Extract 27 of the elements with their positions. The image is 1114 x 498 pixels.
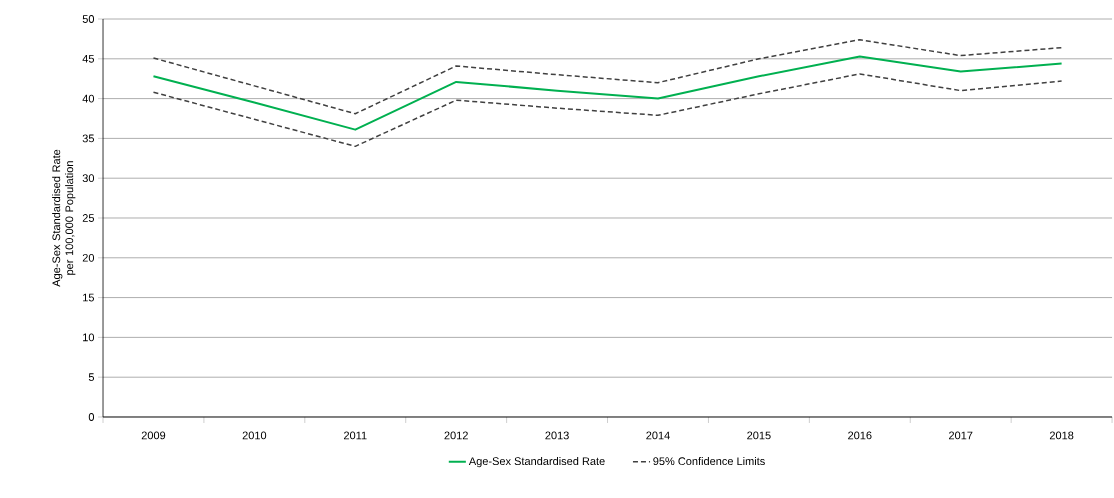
y-tick-label: 10 xyxy=(83,333,95,342)
y-tick-label: 25 xyxy=(82,214,95,222)
x-tick-label: 2016 xyxy=(848,431,872,440)
y-tick-label: 45 xyxy=(82,54,95,63)
y-axis-title: Age-Sex Standardised Rate per 100,000 Population xyxy=(52,149,76,287)
x-tick-label: 2017 xyxy=(949,431,973,440)
x-tick-label: 2015 xyxy=(747,431,771,440)
y-tick-label: 35 xyxy=(82,134,95,143)
y-tick-label: 15 xyxy=(83,293,95,302)
x-tick-label: 2010 xyxy=(242,431,267,440)
x-tick-label: 2018 xyxy=(1049,431,1074,440)
x-tick-label: 2014 xyxy=(646,431,670,440)
legend-label: Age-Sex Standardised Rate xyxy=(468,457,605,468)
x-tick-label: 2009 xyxy=(141,431,166,440)
line-series xyxy=(152,73,1063,148)
line-series xyxy=(152,38,1063,115)
legend-label: 95% Confidence Limits xyxy=(653,457,765,466)
x-tick-label: 2011 xyxy=(344,431,367,440)
line-series xyxy=(152,55,1063,131)
y-tick-label: 0 xyxy=(88,413,95,421)
y-tick-label: 50 xyxy=(82,15,95,23)
y-tick-label: 40 xyxy=(82,94,95,103)
x-tick-label: 2012 xyxy=(444,431,468,440)
x-tick-label: 2013 xyxy=(545,431,569,440)
y-tick-label: 20 xyxy=(82,253,95,262)
y-tick-label: 30 xyxy=(82,174,95,183)
y-tick-label: 5 xyxy=(88,373,95,382)
